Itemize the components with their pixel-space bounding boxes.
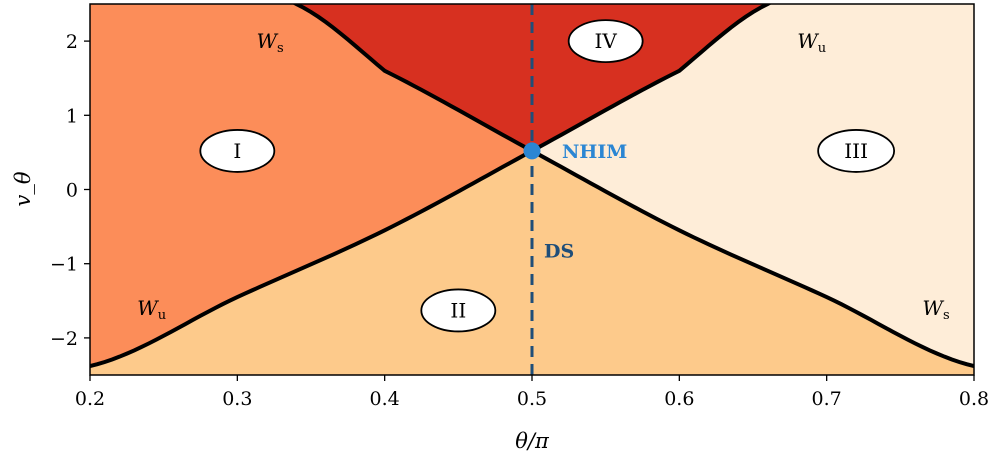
x-axis-label: θ/π [515, 429, 550, 453]
manifold-label-sub-1: s [277, 41, 284, 56]
axes-layer: 0.2 0.3 0.4 0.5 0.6 0.7 0.8 2 1 0 −1 −2 [50, 3, 989, 410]
region-label-bubble-4 [567, 19, 644, 63]
y-tick-label-3: 0 [66, 180, 78, 202]
manifold-label-sub-2: u [818, 41, 826, 56]
x-tick-label-2: 0.3 [222, 388, 252, 410]
regions-layer [90, 4, 974, 375]
ds-label: DS [544, 240, 574, 262]
x-tick-label-6: 0.7 [812, 388, 842, 410]
region-label-2: II [450, 298, 466, 322]
region-iii-fill-top [532, 4, 974, 367]
y-tick-label-2: 1 [66, 105, 78, 127]
region-label-bubble-2 [420, 288, 497, 333]
region-label-4: IV [594, 29, 617, 53]
x-tick-label-3: 0.4 [370, 388, 400, 410]
manifold-label-1: Ws [256, 29, 283, 56]
manifold-label-sub-4: s [943, 308, 950, 323]
curves-layer [90, 4, 974, 375]
x-tick-label-1: 0.2 [75, 388, 105, 410]
region-i-fill-top [90, 4, 532, 367]
region-label-1: I [233, 139, 241, 163]
region-label-bubble-1 [199, 129, 276, 173]
region-label-3: III [844, 139, 868, 163]
nhim-label: NHIM [562, 141, 627, 163]
y-tick-label-1: 2 [66, 31, 78, 53]
y-axis-label: v_θ [11, 171, 35, 206]
y-tick-label-4: −1 [50, 254, 78, 276]
x-tick-label-5: 0.6 [664, 388, 694, 410]
x-tick-label-7: 0.8 [959, 388, 989, 410]
manifold-label-sub-3: u [158, 308, 166, 323]
nhim-point [523, 142, 541, 160]
x-tick-label-4: 0.5 [517, 388, 547, 410]
y-tick-label-5: −2 [50, 328, 78, 350]
region-label-bubble-3 [817, 129, 896, 173]
